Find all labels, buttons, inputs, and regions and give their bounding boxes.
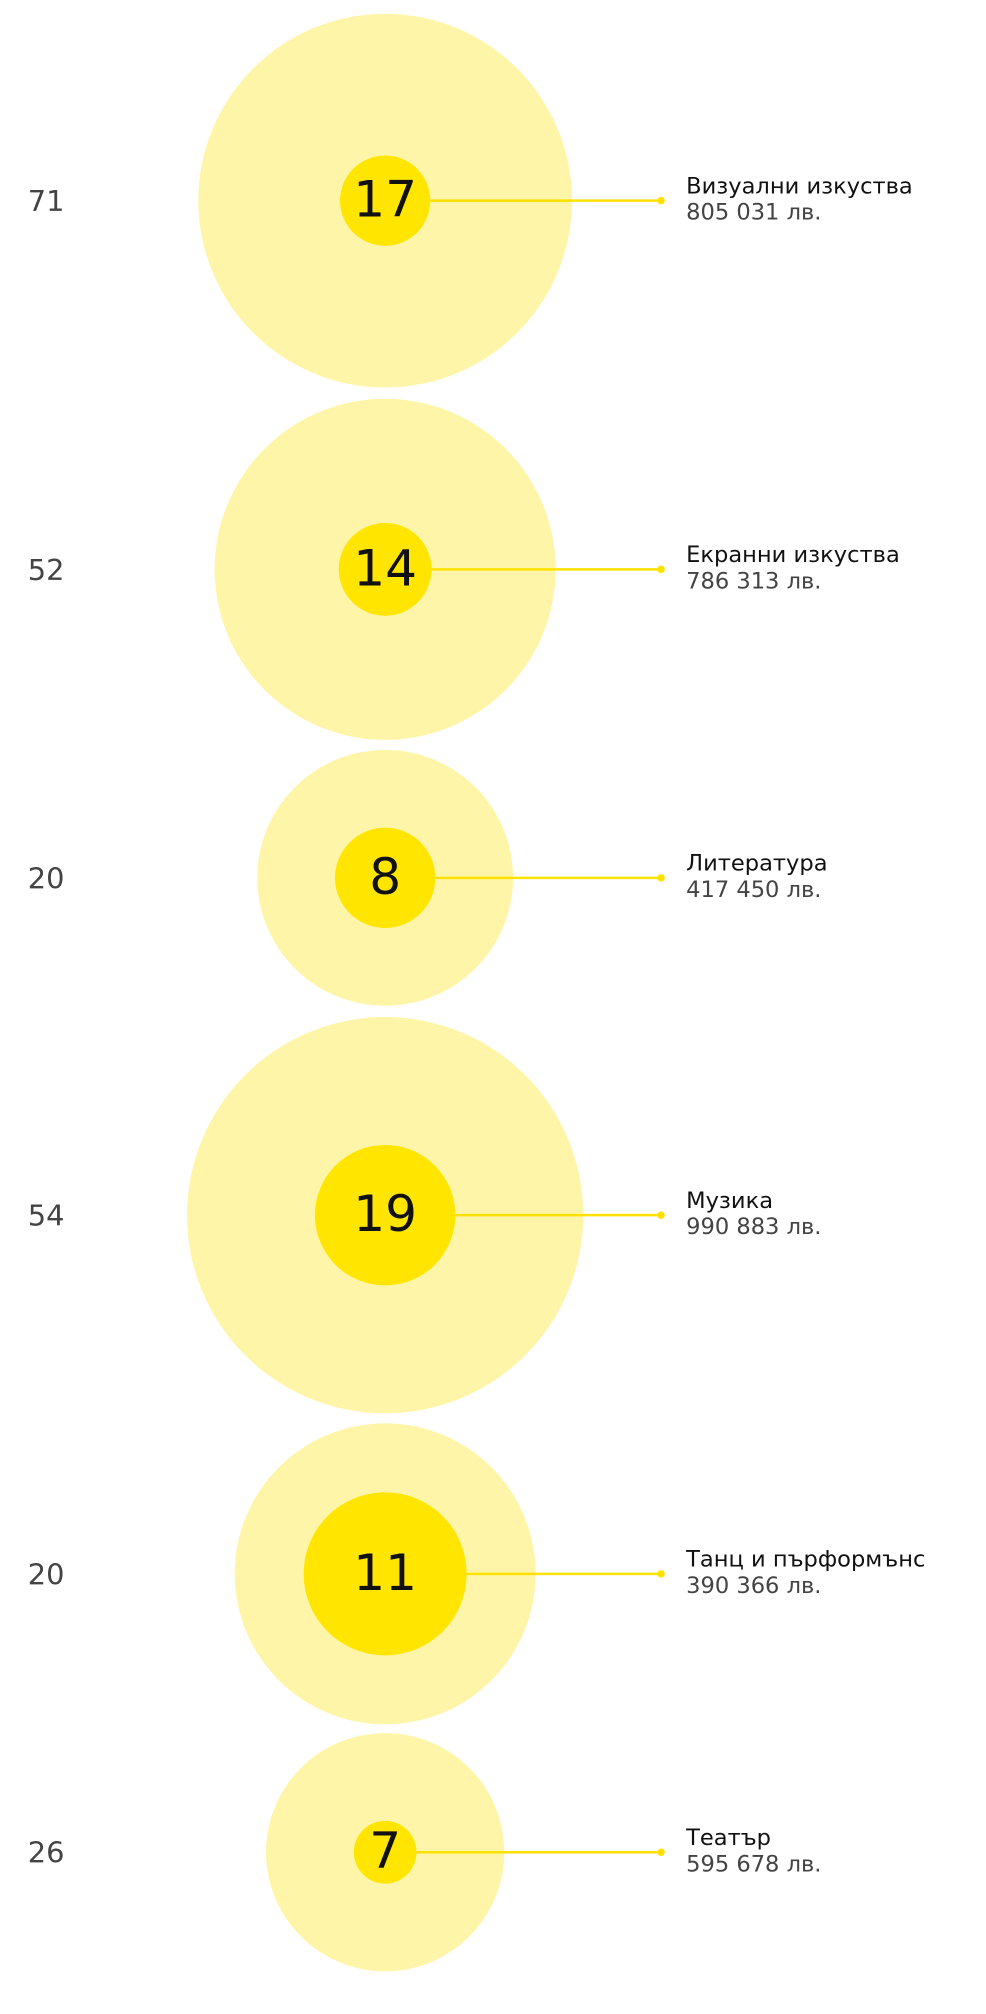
connector-dot — [657, 874, 665, 882]
projects: 11 — [353, 1543, 417, 1602]
connector-dot — [657, 565, 665, 574]
category-name: Литература — [686, 851, 827, 877]
connector-dot — [657, 1570, 665, 1578]
inner-bubble — [303, 1492, 467, 1656]
amount: 805 031 лв. — [686, 200, 821, 226]
count: 20 — [28, 861, 65, 895]
count: 52 — [28, 553, 65, 587]
projects: 7 — [369, 1821, 401, 1880]
projects: 19 — [353, 1184, 417, 1243]
category-name: Визуални изкуства — [686, 173, 913, 199]
category-name: Танц и пърформънс — [685, 1547, 925, 1573]
count: 54 — [28, 1199, 65, 1233]
count: 26 — [28, 1836, 65, 1870]
amount: 417 450 лв. — [686, 877, 821, 903]
connector-dot — [657, 196, 665, 205]
category-name: Театър — [685, 1825, 771, 1851]
inner-bubble — [314, 1144, 456, 1286]
amount: 786 313 лв. — [686, 568, 821, 594]
projects: 17 — [353, 170, 417, 229]
count: 71 — [28, 184, 65, 218]
connector-dot — [657, 1211, 665, 1219]
category-name: Екранни изкуства — [686, 542, 900, 568]
connector-dot — [657, 1848, 665, 1856]
amount: 990 883 лв. — [686, 1214, 821, 1240]
inner-bubble — [334, 827, 436, 928]
inner-bubble — [353, 1820, 417, 1884]
amount: 390 366 лв. — [686, 1573, 821, 1599]
projects: 8 — [369, 847, 401, 906]
projects: 14 — [353, 538, 417, 597]
amount: 595 678 лв. — [686, 1851, 821, 1877]
inner-bubble — [340, 155, 431, 246]
count: 20 — [28, 1557, 65, 1591]
inner-bubble — [338, 522, 432, 616]
category-name: Музика — [686, 1188, 773, 1214]
